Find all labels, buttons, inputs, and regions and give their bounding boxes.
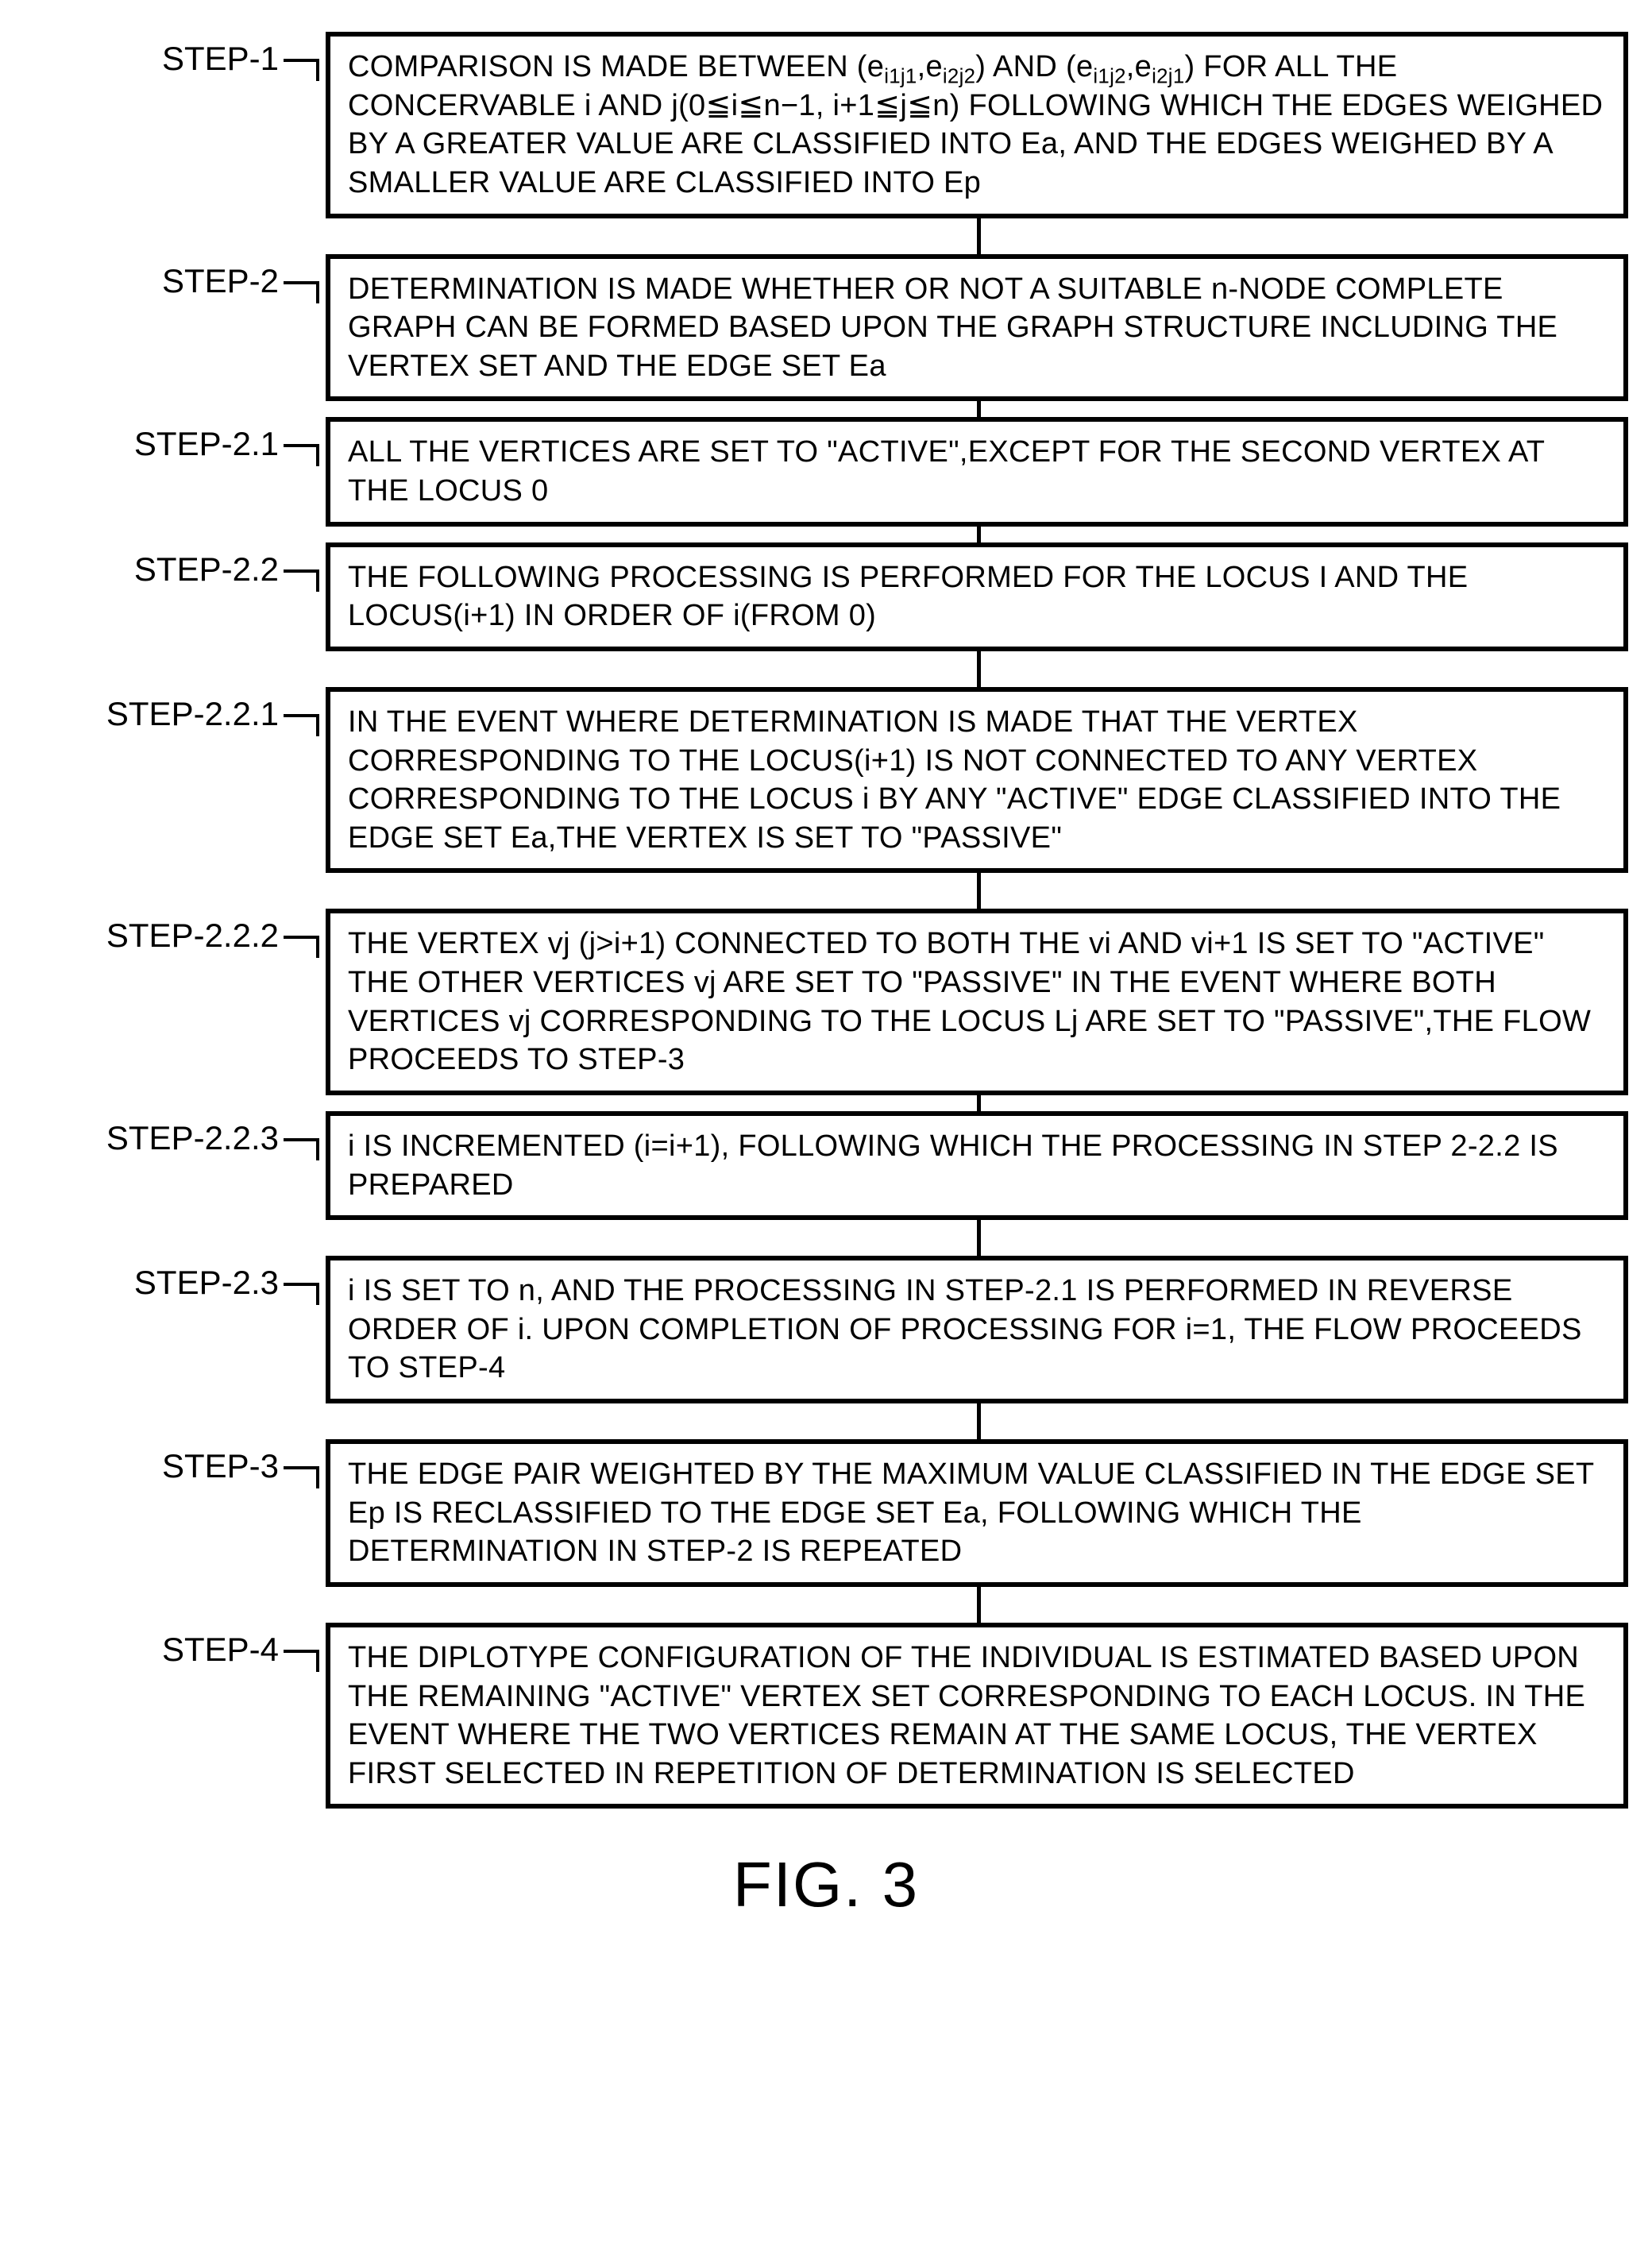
step-row: STEP-2.2.1 IN THE EVENT WHERE DETERMINATI… [24,687,1628,874]
step-row: STEP-2.2.2 THE VERTEX vj (j>i+1) CONNECTE… [24,909,1628,1095]
step-label: STEP-2.1 [134,425,279,463]
connector-line [977,218,981,254]
figure-title: FIG. 3 [24,1848,1628,1921]
step-box: THE FOLLOWING PROCESSING IS PERFORMED FO… [326,542,1628,651]
step-label: STEP-1 [162,40,279,78]
step-label-wrap: STEP-2.1 [24,417,326,466]
connector-line [977,1220,981,1256]
label-connector-icon [284,59,319,81]
connector-line [977,527,981,542]
connector-line [977,651,981,687]
step-label: STEP-4 [162,1631,279,1669]
step-label: STEP-3 [162,1447,279,1485]
step-label-wrap: STEP-3 [24,1439,326,1488]
step-row: STEP-1 COMPARISON IS MADE BETWEEN (ei1j1,… [24,32,1628,218]
label-connector-icon [284,1650,319,1672]
step-label: STEP-2 [162,262,279,300]
step-label: STEP-2.2.2 [106,917,279,955]
label-connector-icon [284,1283,319,1305]
step-box: i IS INCREMENTED (i=i+1), FOLLOWING WHIC… [326,1111,1628,1220]
label-connector-icon [284,444,319,466]
step-label: STEP-2.2.1 [106,695,279,733]
step-label-wrap: STEP-2.2.3 [24,1111,326,1160]
step-box: ALL THE VERTICES ARE SET TO "ACTIVE",EXC… [326,417,1628,526]
step-box: THE DIPLOTYPE CONFIGURATION OF THE INDIV… [326,1623,1628,1809]
flowchart-container: STEP-1 COMPARISON IS MADE BETWEEN (ei1j1,… [24,32,1628,1809]
label-connector-icon [284,714,319,736]
step-row: STEP-2.2 THE FOLLOWING PROCESSING IS PERF… [24,542,1628,651]
step-label: STEP-2.2 [134,550,279,589]
label-connector-icon [284,569,319,592]
step-row: STEP-4 THE DIPLOTYPE CONFIGURATION OF THE… [24,1623,1628,1809]
step-row: STEP-2.2.3 i IS INCREMENTED (i=i+1), FOLL… [24,1111,1628,1220]
step-label-wrap: STEP-2.2.2 [24,909,326,958]
label-connector-icon [284,1138,319,1160]
label-connector-icon [284,281,319,303]
connector-line [977,873,981,909]
step-label-wrap: STEP-4 [24,1623,326,1672]
step-row: STEP-2.3 i IS SET TO n, AND THE PROCESSIN… [24,1256,1628,1403]
step-label-wrap: STEP-2.3 [24,1256,326,1305]
connector-line [977,1403,981,1439]
step-label: STEP-2.2.3 [106,1119,279,1157]
step-box: DETERMINATION IS MADE WHETHER OR NOT A S… [326,254,1628,402]
connector-line [977,1587,981,1623]
step-label-wrap: STEP-2.2 [24,542,326,592]
step-row: STEP-2 DETERMINATION IS MADE WHETHER OR N… [24,254,1628,402]
connector-line [977,401,981,417]
step-label-wrap: STEP-2.2.1 [24,687,326,736]
label-connector-icon [284,936,319,958]
step-box: THE EDGE PAIR WEIGHTED BY THE MAXIMUM VA… [326,1439,1628,1587]
step-label-wrap: STEP-1 [24,32,326,81]
step-box: COMPARISON IS MADE BETWEEN (ei1j1,ei2j2)… [326,32,1628,218]
step-label: STEP-2.3 [134,1264,279,1302]
label-connector-icon [284,1466,319,1488]
step-box: i IS SET TO n, AND THE PROCESSING IN STE… [326,1256,1628,1403]
step-row: STEP-3 THE EDGE PAIR WEIGHTED BY THE MAXI… [24,1439,1628,1587]
step-box: IN THE EVENT WHERE DETERMINATION IS MADE… [326,687,1628,874]
connector-line [977,1095,981,1111]
step-label-wrap: STEP-2 [24,254,326,303]
step-box: THE VERTEX vj (j>i+1) CONNECTED TO BOTH … [326,909,1628,1095]
step-row: STEP-2.1 ALL THE VERTICES ARE SET TO "ACT… [24,417,1628,526]
